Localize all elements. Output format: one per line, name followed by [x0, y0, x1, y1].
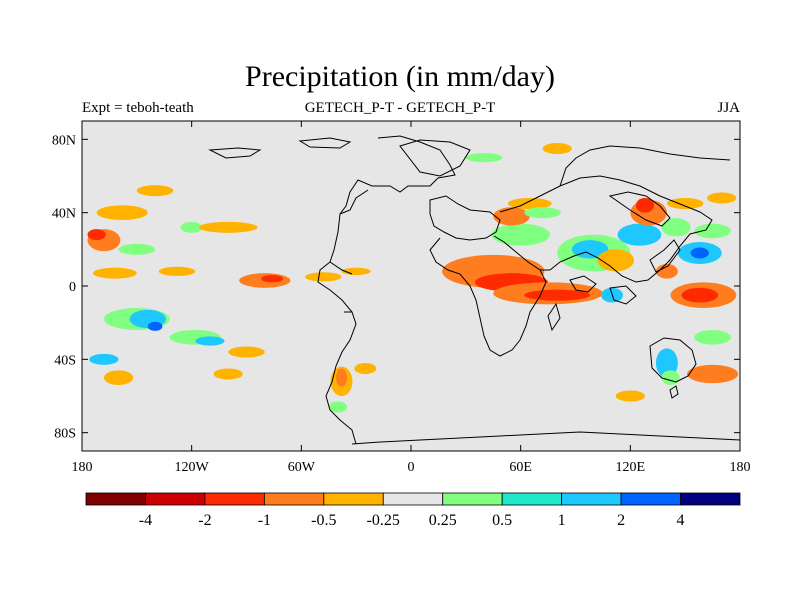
colorbar-label: -0.5 [311, 512, 336, 529]
anomaly-patch [465, 153, 503, 163]
anomaly-patch [89, 353, 119, 365]
anomaly-patch [694, 223, 731, 239]
y-tick-label: 40N [52, 207, 76, 222]
coastlines [208, 135, 740, 445]
anomaly-patch [707, 192, 737, 204]
anomaly-patch [681, 287, 719, 303]
anomaly-patch [615, 390, 645, 402]
anomaly-patch [542, 143, 572, 154]
x-tick-label: 180 [72, 460, 93, 475]
colorbar-label: -4 [139, 512, 152, 529]
colorbar-swatch [501, 492, 563, 506]
colorbar-label: -1 [258, 512, 271, 529]
anomaly-patch [694, 330, 731, 345]
y-tick-label: 80S [54, 427, 76, 442]
experiment-label: Expt = teboh-teath [82, 100, 194, 116]
anomaly-patch [136, 185, 174, 197]
colorbar-label: 4 [677, 512, 685, 529]
anomaly-patch [524, 289, 591, 301]
anomaly-patch [103, 370, 134, 385]
x-tick-label: 0 [408, 460, 415, 475]
y-tick-label: 0 [69, 280, 76, 295]
anomaly-patch [195, 336, 225, 346]
anomaly-patch [661, 218, 691, 237]
x-tick-label: 180 [730, 460, 751, 475]
plot-title: Precipitation (in mm/day) [245, 60, 555, 93]
anomaly-patch [635, 198, 655, 213]
anomaly-patch [198, 221, 258, 233]
anomaly-patch [96, 205, 148, 221]
x-tick-label: 60E [509, 460, 532, 475]
anomaly-patch [686, 364, 739, 384]
anomaly-patch [491, 223, 550, 246]
anomaly-patch [617, 223, 662, 246]
anomaly-patch [118, 243, 156, 255]
anomaly-patch [304, 272, 342, 282]
x-tick-label: 120W [175, 460, 210, 475]
map-background [82, 121, 740, 451]
dataset-label: GETECH_P-T - GETECH_P-T [304, 100, 496, 116]
colorbar-label: 2 [617, 512, 625, 529]
colorbar-swatch [145, 492, 206, 506]
colorbar-swatch [263, 492, 325, 506]
colorbar-label: -2 [198, 512, 211, 529]
anomaly-patch [87, 229, 106, 241]
colorbar-label: 0.25 [429, 512, 457, 529]
anomaly-patch [213, 368, 243, 380]
anomaly-patch [597, 249, 634, 272]
anomaly-patch [666, 198, 704, 209]
colorbar-swatch [680, 492, 741, 506]
colorbar-swatch [620, 492, 681, 506]
colorbar-label: 1 [558, 512, 566, 529]
anomaly-patch [261, 275, 284, 283]
anomaly-patch [690, 247, 709, 259]
x-tick-label: 120E [616, 460, 646, 475]
colorbar-swatch [382, 492, 444, 506]
anomaly-patch [661, 370, 680, 385]
anomaly-patch [354, 363, 377, 374]
anomaly-patch [524, 207, 561, 219]
anomaly-patch [655, 264, 678, 279]
colorbar-swatch [323, 492, 384, 506]
anomaly-patch [92, 267, 137, 279]
x-tick-label: 60W [288, 460, 316, 475]
colorbar: -4 -2 -1 -0.5 -0.25 0.25 0.5 1 2 4 [85, 492, 741, 529]
colorbar-label: -0.25 [367, 512, 400, 529]
anomaly-patch [336, 368, 348, 387]
anomaly-patch [158, 266, 196, 276]
anomaly-patch [328, 401, 348, 413]
colorbar-swatch [442, 492, 503, 506]
anomaly-patch [180, 221, 203, 233]
colorbar-swatch [85, 492, 146, 506]
y-tick-label: 80N [52, 133, 76, 148]
y-tick-label: 40S [54, 353, 76, 368]
colorbar-swatch [204, 492, 265, 506]
colorbar-label: 0.5 [492, 512, 512, 529]
axis-ticks: 180 120W 60W 0 60E 120E 180 80N 40N 0 40S 80S [52, 121, 751, 475]
anomaly-patch [655, 348, 678, 378]
season-label: JJA [717, 100, 740, 116]
anomaly-patch [228, 346, 265, 358]
colorbar-swatch [561, 492, 622, 506]
anomaly-patch [147, 321, 163, 331]
